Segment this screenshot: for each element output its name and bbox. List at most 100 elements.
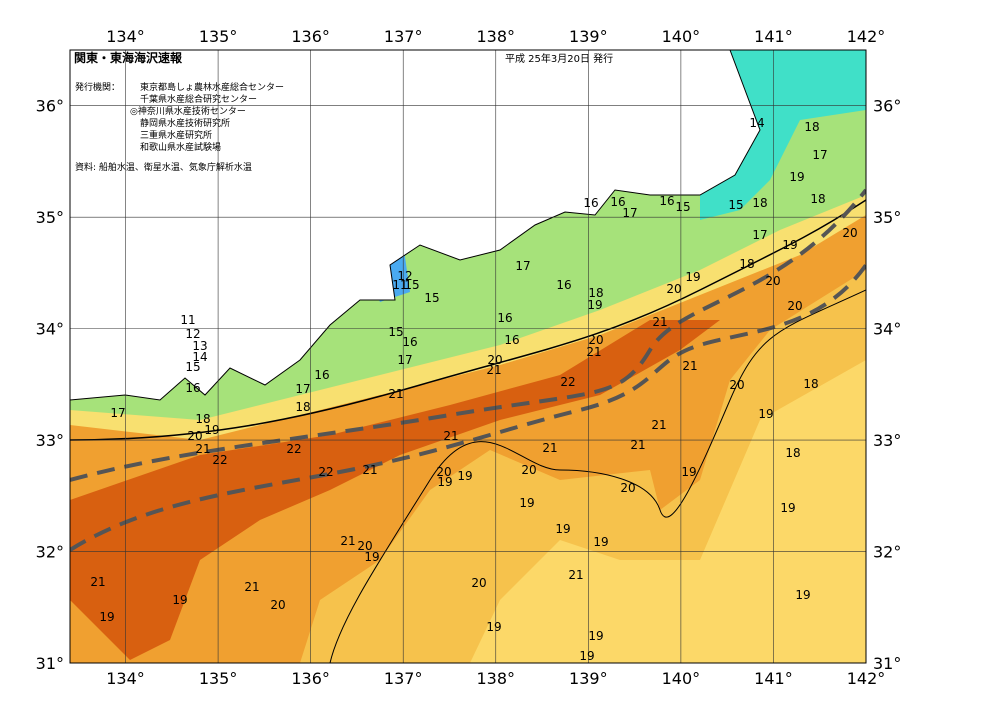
contour-label: 21 bbox=[362, 463, 377, 477]
contour-label: 15 bbox=[388, 325, 403, 339]
contour-label: 16 bbox=[610, 195, 625, 209]
contour-label: 16 bbox=[659, 194, 674, 208]
contour-label: 17 bbox=[295, 382, 310, 396]
contour-label: 19 bbox=[593, 535, 608, 549]
contour-label: 19 bbox=[204, 423, 219, 437]
contour-label: 19 bbox=[172, 593, 187, 607]
contour-label: 22 bbox=[212, 453, 227, 467]
issuer: 静岡県水産技術研究所 bbox=[140, 117, 230, 129]
contour-label: 17 bbox=[515, 259, 530, 273]
issuer: ◎神奈川県水産技術センター bbox=[130, 105, 246, 117]
labels: 134° 134° 135° 135° 136° 136° 137° 137° 138° 138°… bbox=[36, 27, 902, 688]
contour-label: 18 bbox=[739, 257, 754, 271]
contour-label: 19 bbox=[587, 298, 602, 312]
contour-label: 16 bbox=[556, 278, 571, 292]
map-body bbox=[70, 50, 866, 663]
y-tick-label: 35° bbox=[36, 208, 64, 227]
contour-label: 14 bbox=[192, 350, 207, 364]
x-tick-label: 140° bbox=[662, 669, 701, 688]
contour-label: 12 bbox=[185, 327, 200, 341]
contour-label: 20 bbox=[588, 333, 603, 347]
contour-label: 17 bbox=[397, 353, 412, 367]
x-tick-label: 137° bbox=[384, 669, 423, 688]
title: 関東・東海海沢速報 bbox=[74, 50, 183, 65]
contour-label: 20 bbox=[357, 539, 372, 553]
contour-label: 20 bbox=[471, 576, 486, 590]
x-tick-label: 134° bbox=[106, 669, 145, 688]
contour-label: 22 bbox=[318, 465, 333, 479]
y-tick-label: 32° bbox=[36, 543, 64, 562]
contour-line bbox=[329, 289, 866, 663]
contour-label: 16 bbox=[504, 333, 519, 347]
contour-label: 15 bbox=[728, 198, 743, 212]
land bbox=[70, 50, 761, 401]
contour-label: 20 bbox=[666, 282, 681, 296]
x-tick-label: 139° bbox=[569, 27, 608, 46]
x-tick-label: 135° bbox=[199, 669, 238, 688]
contour-label: 19 bbox=[99, 610, 114, 624]
contour-label: 22 bbox=[286, 442, 301, 456]
x-tick-label: 135° bbox=[199, 27, 238, 46]
contour-label: 19 bbox=[364, 550, 379, 564]
contour-label: 17 bbox=[110, 406, 125, 420]
contour-label: 18 bbox=[295, 400, 310, 414]
contour-label: 19 bbox=[555, 522, 570, 536]
contour-label: 19 bbox=[588, 629, 603, 643]
contour-label: 21 bbox=[195, 442, 210, 456]
warm-core bbox=[70, 320, 720, 660]
contour-label: 17 bbox=[752, 228, 767, 242]
contour-label: 21 bbox=[486, 363, 501, 377]
x-tick-label: 138° bbox=[476, 669, 515, 688]
contour-label: 19 bbox=[457, 469, 472, 483]
y-tick-label: 31° bbox=[36, 654, 64, 673]
y-tick-label: 36° bbox=[36, 97, 64, 116]
contour-label: 19 bbox=[780, 501, 795, 515]
contour-label: 16 bbox=[402, 335, 417, 349]
x-tick-label: 134° bbox=[106, 27, 145, 46]
contour-label: 19 bbox=[486, 620, 501, 634]
contour-line bbox=[70, 199, 866, 441]
y-tick-label: 33° bbox=[36, 431, 64, 450]
contour-label: 19 bbox=[437, 475, 452, 489]
contour-label: 18 bbox=[810, 192, 825, 206]
contour-label: 21 bbox=[652, 315, 667, 329]
contour-label: 14 bbox=[749, 116, 764, 130]
y-tick-label: 36° bbox=[873, 97, 901, 116]
issue-date: 平成 25年3月20日 発行 bbox=[505, 52, 613, 65]
contour-label: 17 bbox=[622, 206, 637, 220]
contour-label: 16 bbox=[497, 311, 512, 325]
x-tick-label: 139° bbox=[569, 669, 608, 688]
x-tick-label: 138° bbox=[476, 27, 515, 46]
contour-label: 21 bbox=[443, 429, 458, 443]
contour-label: 21 bbox=[651, 418, 666, 432]
x-tick-label: 136° bbox=[291, 27, 330, 46]
y-tick-label: 33° bbox=[873, 431, 901, 450]
contour-label: 20 bbox=[487, 353, 502, 367]
contour-label: 21 bbox=[682, 359, 697, 373]
x-tick-label: 142° bbox=[847, 669, 886, 688]
x-tick-label: 142° bbox=[847, 27, 886, 46]
contour-label: 12 bbox=[397, 269, 412, 283]
contour-label: 11 bbox=[392, 278, 407, 292]
issuer: 千葉県水産総合研究センター bbox=[140, 93, 257, 105]
contour-label: 22 bbox=[560, 375, 575, 389]
x-tick-label: 140° bbox=[662, 27, 701, 46]
contour-label: 15 bbox=[404, 278, 419, 292]
contour-label: 21 bbox=[244, 580, 259, 594]
contour-label: 19 bbox=[579, 649, 594, 663]
x-tick-label: 136° bbox=[291, 669, 330, 688]
issuers-label: 発行機関： bbox=[75, 81, 120, 93]
issuer: 三重県水産研究所 bbox=[140, 129, 212, 141]
y-tick-label: 34° bbox=[36, 320, 64, 339]
contour-label: 20 bbox=[620, 481, 635, 495]
contour-label: 19 bbox=[782, 238, 797, 252]
contour-label: 18 bbox=[588, 286, 603, 300]
y-tick-label: 32° bbox=[873, 543, 901, 562]
contour-label: 21 bbox=[90, 575, 105, 589]
contour-label: 20 bbox=[842, 226, 857, 240]
x-tick-label: 137° bbox=[384, 27, 423, 46]
kuroshio-axis bbox=[70, 188, 866, 482]
contour-label: 18 bbox=[803, 377, 818, 391]
contour-label: 20 bbox=[270, 598, 285, 612]
